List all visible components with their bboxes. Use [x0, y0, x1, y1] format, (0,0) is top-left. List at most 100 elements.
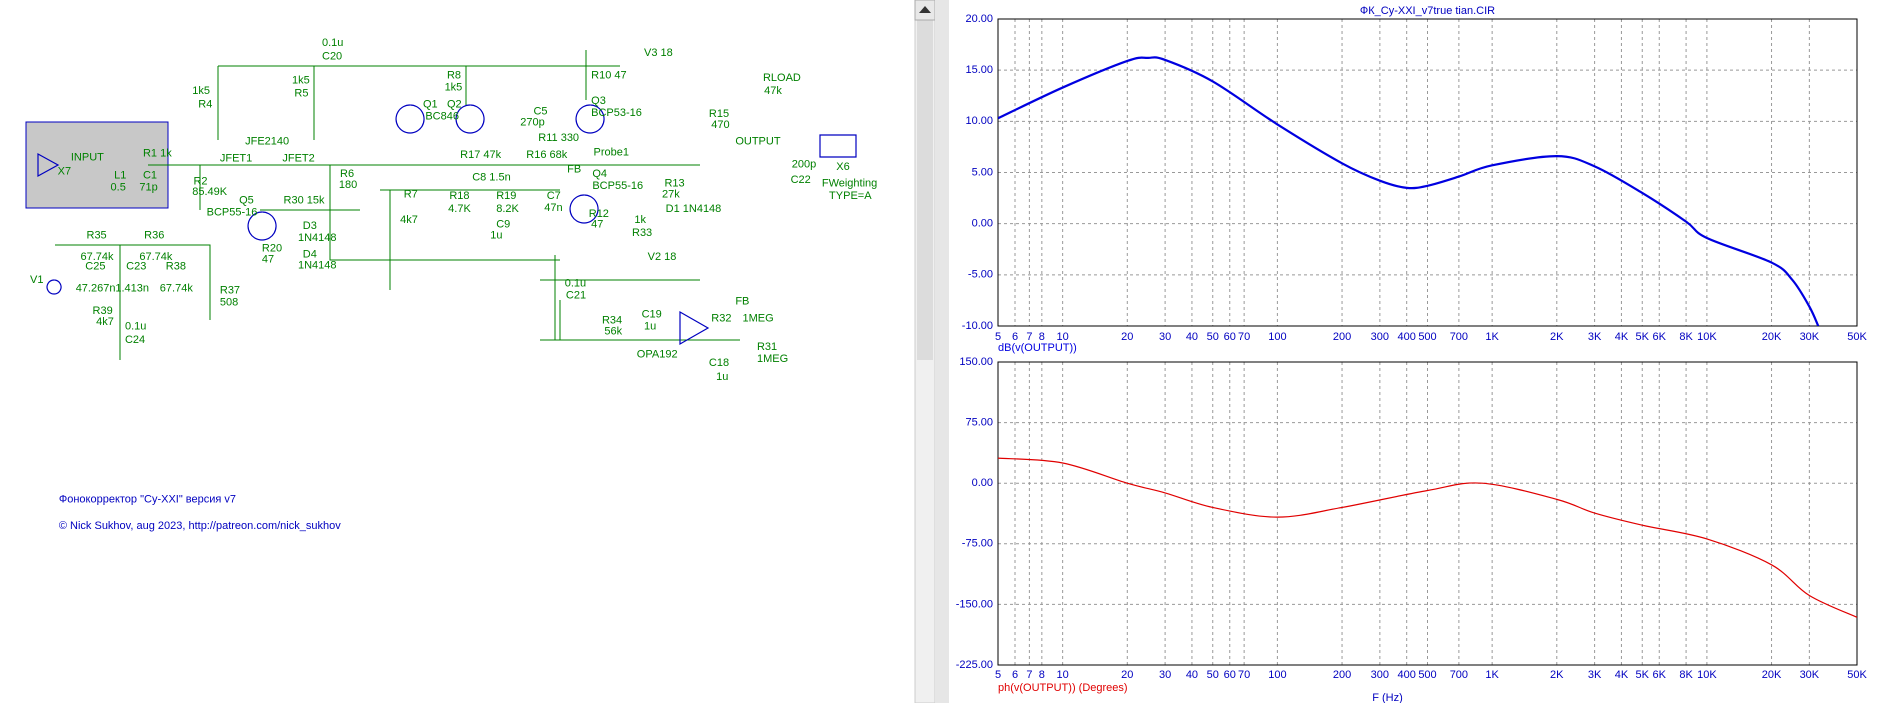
schematic-label: C24: [125, 334, 145, 346]
schematic-label: 1N4148: [298, 232, 337, 244]
x-tick-label: 5K: [1636, 331, 1650, 343]
schematic-label: R16 68k: [526, 149, 567, 161]
schematic-label: X6: [836, 161, 849, 173]
plot-border: [997, 18, 1858, 327]
schematic-label: Probe1: [594, 147, 629, 159]
schematic-label: R11 330: [538, 132, 579, 144]
x-tick-label: 300: [1371, 331, 1389, 343]
schematic-label: 4.7K: [448, 203, 471, 215]
series-line: [998, 56, 1820, 326]
schematic-label: 0.1u: [322, 37, 343, 49]
x-tick-label: 3K: [1588, 331, 1602, 343]
schematic-label: R35: [87, 229, 107, 241]
schematic-label: RLOAD: [763, 72, 801, 84]
schematic-label: 1k5: [292, 74, 310, 86]
schematic-label: V1: [30, 274, 43, 286]
y-tick-label: -5.00: [968, 269, 993, 281]
x-tick-label: 20K: [1762, 669, 1782, 681]
schematic-label: 200p: [792, 159, 816, 171]
scrollbar-thumb[interactable]: [917, 20, 933, 360]
schematic-label: C19: [642, 309, 662, 321]
x-tick-label: 10: [1057, 331, 1069, 343]
schematic-label: FWeighting: [822, 178, 877, 190]
schematic-label: OPA192: [637, 348, 678, 360]
x-tick-label: 4K: [1615, 669, 1629, 681]
schematic-label: R17 47k: [460, 149, 501, 161]
x-tick-label: 2K: [1550, 669, 1564, 681]
schematic-label: 8.2K: [496, 203, 519, 215]
schematic-label: D1 1N4148: [666, 203, 722, 215]
schematic-label: C21: [566, 289, 586, 301]
x-tick-label: 4K: [1615, 331, 1629, 343]
x-tick-label: 50: [1207, 669, 1219, 681]
schematic-label: V2 18: [648, 251, 677, 263]
schematic-label: 180: [339, 179, 357, 191]
x-tick-label: 5: [995, 331, 1001, 343]
schematic-label: C23: [126, 261, 146, 273]
series-label: ph(v(OUTPUT)) (Degrees): [998, 682, 1128, 694]
wires: [55, 50, 740, 360]
y-tick-label: 10.00: [965, 115, 993, 127]
schematic-label: 0.1u: [125, 321, 146, 333]
plot-border: [997, 361, 1858, 666]
schematic-label: JFET2: [282, 153, 314, 165]
schematic-label: C20: [322, 50, 342, 62]
x-tick-label: 50: [1207, 331, 1219, 343]
x-tick-label: 50K: [1847, 669, 1867, 681]
x-tick-label: 70: [1238, 331, 1250, 343]
schematic-label: D3: [303, 220, 317, 232]
schematic-label: R32: [711, 312, 731, 324]
x-tick-label: 60: [1224, 669, 1236, 681]
schematic-label: 1u: [716, 371, 728, 383]
schematic-label: D4: [303, 249, 317, 261]
schematic-label: 85.49K: [192, 186, 228, 198]
x-tick-label: 6: [1012, 669, 1018, 681]
schematic-label: 1k5: [445, 82, 463, 94]
schematic-label: JFE2140: [245, 136, 289, 148]
scrollbar: [914, 0, 949, 703]
schematic-label: R1 1k: [143, 148, 172, 160]
schematic-label: R7: [404, 189, 418, 201]
y-tick-label: 150.00: [959, 356, 993, 368]
y-tick-label: -10.00: [962, 320, 993, 332]
x-tick-label: 7: [1026, 669, 1032, 681]
schematic-label: BCP55-16: [207, 207, 258, 219]
x-tick-label: 40: [1186, 669, 1198, 681]
input-block: [25, 121, 169, 209]
series-label: dB(v(OUTPUT)): [998, 342, 1077, 354]
schematic-label: 67.74k: [139, 251, 173, 263]
component-symbols: [46, 104, 857, 346]
x-tick-label: 30K: [1800, 331, 1820, 343]
schematic-label: BCP53-16: [591, 107, 642, 119]
schematic-label: C1: [143, 169, 157, 181]
x-tick-label: 7: [1026, 331, 1032, 343]
y-tick-label: -225.00: [956, 659, 993, 671]
schematic-label: 1u: [490, 229, 502, 241]
x-tick-label: 700: [1450, 669, 1468, 681]
y-tick-label: -150.00: [956, 598, 993, 610]
schematic-label: V3 18: [644, 47, 673, 59]
x-tick-label: 70: [1238, 669, 1250, 681]
schematic-label: R38: [166, 261, 186, 273]
x-tick-label: 700: [1450, 331, 1468, 343]
x-tick-label: 8K: [1679, 331, 1693, 343]
schematic-label: C7: [547, 190, 561, 202]
footer-text: © Nick Sukhov, aug 2023, http://patreon.…: [59, 520, 341, 532]
x-tick-label: 3K: [1588, 669, 1602, 681]
x-tick-label: 1K: [1485, 331, 1499, 343]
schematic-label: 4k7: [96, 316, 114, 328]
x-tick-label: 1K: [1485, 669, 1499, 681]
schematic-label: 67.74k: [160, 282, 194, 294]
schematic-label: Q4: [592, 168, 607, 180]
schematic-label: 47: [262, 253, 274, 265]
x-tick-label: 20: [1121, 331, 1133, 343]
schematic-label: 47n: [544, 202, 562, 214]
scroll-up-arrow: [919, 6, 931, 13]
y-tick-label: 0.00: [972, 218, 993, 230]
schematic-label: Q5: [239, 195, 254, 207]
chart-title: ФК_Cy-XXI_v7true tian.CIR: [1360, 5, 1495, 17]
